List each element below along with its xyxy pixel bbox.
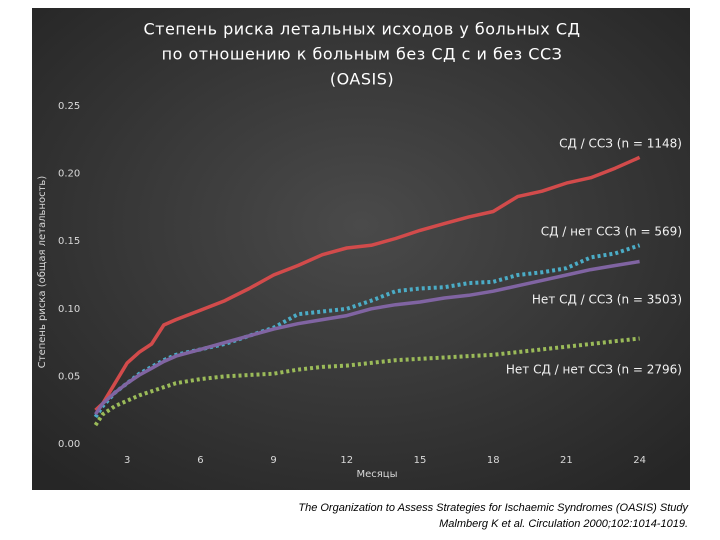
x-tick-label: 12 (340, 455, 353, 466)
x-tick-label: 15 (414, 455, 427, 466)
x-tick-label: 21 (560, 455, 573, 466)
series-label: СД / ССЗ (n = 1148) (559, 137, 682, 151)
x-tick-label: 24 (633, 455, 646, 466)
y-tick-label: 0.10 (58, 304, 80, 315)
x-tick-label: 9 (270, 455, 276, 466)
x-tick-label: 3 (124, 455, 130, 466)
x-tick-label: 18 (487, 455, 500, 466)
series-line (94, 155, 641, 412)
source: The Organization to Assess Strategies fo… (298, 502, 689, 514)
chart-title: (OASIS) (330, 70, 394, 89)
y-tick-label: 0.15 (58, 236, 80, 247)
x-axis-label: Месяцы (357, 469, 398, 480)
source: Malmberg K et al. Circulation 2000;102:1… (439, 518, 688, 530)
chart-title: Степень риска летальных исходов у больны… (143, 20, 580, 39)
y-axis-label: Степень риска (общая летальность) (37, 176, 48, 369)
chart-title: по отношению к больным без СД с и без СС… (162, 45, 563, 64)
y-tick-label: 0.20 (58, 169, 80, 180)
y-tick-label: 0.00 (58, 439, 80, 450)
y-tick-label: 0.25 (58, 101, 80, 112)
series-label: Нет СД / ССЗ (n = 3503) (532, 293, 682, 307)
series-line (93, 336, 640, 427)
y-tick-label: 0.05 (58, 371, 80, 382)
series-label: Нет СД / нет ССЗ (n = 2796) (506, 363, 682, 377)
chart-background (32, 8, 690, 490)
series-label: СД / нет ССЗ (n = 569) (541, 225, 682, 239)
series-line (94, 259, 640, 416)
x-tick-label: 6 (197, 455, 203, 466)
